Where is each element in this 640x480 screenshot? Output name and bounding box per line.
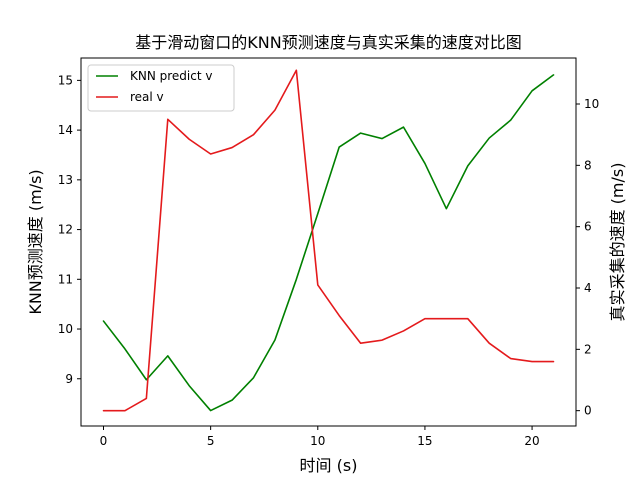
left-y-tick-label: 9 bbox=[65, 372, 73, 386]
x-tick-label: 15 bbox=[417, 434, 432, 448]
right-y-axis-label: 真实采集的速度 (m/s) bbox=[608, 163, 627, 322]
chart-title: 基于滑动窗口的KNN预测速度与真实采集的速度对比图 bbox=[135, 33, 521, 52]
x-tick-label: 5 bbox=[207, 434, 215, 448]
right-y-tick-label: 8 bbox=[584, 158, 592, 172]
plot-marks bbox=[102, 69, 555, 412]
legend-label: real v bbox=[130, 90, 164, 104]
left-y-tick-label: 10 bbox=[58, 322, 73, 336]
left-y-tick-label: 15 bbox=[58, 73, 73, 87]
x-tick-label: 20 bbox=[524, 434, 539, 448]
right-y-tick-label: 4 bbox=[584, 281, 592, 295]
legend-label: KNN predict v bbox=[130, 69, 212, 83]
x-axis-label: 时间 (s) bbox=[300, 456, 358, 475]
right-y-tick-label: 0 bbox=[584, 404, 592, 418]
right-y-tick-label: 6 bbox=[584, 220, 592, 234]
x-axis-ticks: 0 5 10 15 20 bbox=[100, 426, 540, 448]
left-y-axis-ticks: 9 10 11 12 13 14 15 bbox=[58, 73, 81, 386]
left-y-tick-label: 14 bbox=[58, 123, 73, 137]
legend-box bbox=[87, 64, 235, 112]
plot-frame bbox=[80, 57, 577, 427]
x-tick-label: 0 bbox=[100, 434, 108, 448]
x-tick-label: 10 bbox=[310, 434, 325, 448]
right-y-tick-label: 2 bbox=[584, 342, 592, 356]
right-y-axis-ticks: 0 2 4 6 8 10 bbox=[576, 97, 599, 418]
legend: KNN predict v real v bbox=[87, 64, 235, 112]
left-y-axis-label: KNN预测速度 (m/s) bbox=[26, 169, 45, 314]
left-y-tick-label: 11 bbox=[58, 272, 73, 286]
right-y-tick-label: 10 bbox=[584, 97, 599, 111]
series-line-0 bbox=[102, 74, 555, 412]
series-line-1 bbox=[102, 69, 555, 412]
left-y-tick-label: 12 bbox=[58, 223, 73, 237]
left-y-tick-label: 13 bbox=[58, 173, 73, 187]
